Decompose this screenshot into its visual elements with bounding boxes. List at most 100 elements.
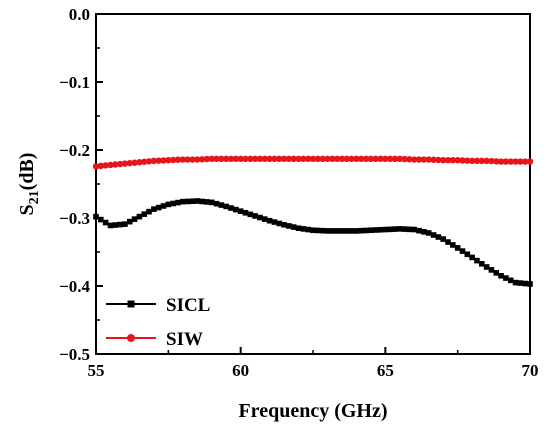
data-point-sicl — [469, 254, 475, 261]
data-point-siw — [285, 155, 293, 163]
data-point-sicl — [93, 213, 99, 220]
data-point-siw — [165, 157, 172, 164]
data-point-siw — [300, 155, 307, 163]
data-point-siw — [386, 155, 394, 163]
data-point-siw — [502, 158, 510, 165]
data-point-sicl — [131, 216, 138, 222]
data-point-siw — [382, 155, 389, 163]
data-point-sicl — [247, 211, 254, 218]
data-point-siw — [237, 155, 244, 163]
y-tick-label: −0.3 — [59, 209, 90, 228]
data-point-sicl — [454, 245, 461, 251]
data-point-sicl — [450, 242, 456, 248]
data-point-sicl — [324, 228, 331, 234]
data-point-siw — [391, 155, 399, 163]
data-point-sicl — [155, 204, 162, 211]
data-point-siw — [184, 156, 191, 163]
data-point-sicl — [425, 230, 432, 236]
data-point-sicl — [377, 226, 384, 233]
data-point-sicl — [107, 222, 114, 229]
data-point-siw — [116, 160, 124, 168]
data-point-sicl — [189, 198, 196, 205]
data-point-siw — [464, 157, 471, 164]
data-point-siw — [112, 161, 119, 168]
data-point-siw — [406, 156, 413, 163]
data-point-sicl — [512, 279, 519, 286]
data-point-siw — [290, 155, 297, 163]
data-point-siw — [169, 156, 177, 164]
data-point-sicl — [151, 206, 157, 212]
data-point-siw — [198, 156, 206, 163]
data-point-siw — [526, 158, 534, 165]
data-point-siw — [174, 156, 182, 163]
data-point-sicl — [392, 226, 398, 232]
data-point-siw — [223, 155, 230, 163]
data-point-siw — [131, 159, 138, 166]
data-point-sicl — [160, 203, 167, 209]
data-point-siw — [358, 155, 365, 163]
data-point-sicl — [310, 227, 316, 234]
data-point-siw — [468, 157, 476, 165]
data-point-sicl — [483, 264, 490, 270]
data-point-siw — [396, 155, 403, 163]
data-point-siw — [160, 157, 167, 164]
data-point-sicl — [223, 203, 229, 210]
data-point-siw — [304, 155, 312, 163]
y-axis-title-sub: 21 — [27, 190, 42, 204]
data-point-siw — [218, 155, 225, 163]
data-point-siw — [493, 158, 500, 165]
data-point-siw — [329, 155, 336, 163]
data-point-sicl — [503, 275, 509, 281]
data-point-sicl — [122, 221, 128, 227]
series-layer — [92, 155, 534, 287]
data-point-siw — [454, 157, 461, 164]
data-point-siw — [425, 156, 432, 163]
data-point-sicl — [348, 228, 355, 234]
data-point-sicl — [126, 218, 133, 225]
data-point-siw — [319, 155, 326, 163]
data-point-sicl — [261, 216, 268, 222]
data-point-siw — [353, 155, 360, 163]
data-point-siw — [194, 156, 201, 163]
data-point-sicl — [237, 208, 244, 214]
x-tick-label: 55 — [88, 361, 105, 380]
x-tick-label: 60 — [232, 361, 249, 380]
data-point-siw — [367, 155, 375, 163]
data-point-sicl — [165, 201, 172, 208]
data-point-sicl — [416, 227, 422, 234]
data-point-sicl — [401, 226, 408, 232]
data-point-sicl — [363, 227, 369, 234]
data-point-siw — [102, 162, 109, 169]
data-point-sicl — [117, 221, 123, 228]
data-point-sicl — [112, 222, 119, 228]
data-point-sicl — [474, 257, 480, 264]
data-point-sicl — [208, 199, 215, 206]
data-point-sicl — [440, 236, 446, 242]
data-point-sicl — [228, 205, 234, 211]
y-axis-title-main: S — [16, 204, 38, 215]
data-point-sicl — [136, 213, 143, 220]
data-point-sicl — [175, 199, 181, 206]
series-line-sicl — [95, 199, 531, 285]
data-point-sicl — [464, 251, 471, 258]
data-point-siw — [497, 158, 505, 165]
data-point-siw — [141, 158, 148, 165]
data-point-siw — [440, 157, 447, 164]
data-point-sicl — [411, 226, 418, 233]
data-point-siw — [444, 157, 452, 164]
data-point-siw — [401, 155, 408, 163]
data-point-siw — [521, 158, 529, 165]
data-point-sicl — [406, 226, 413, 233]
data-point-sicl — [358, 227, 365, 234]
data-point-siw — [459, 157, 466, 164]
plot-area — [95, 13, 531, 355]
data-point-sicl — [204, 199, 210, 205]
y-tick-label: −0.1 — [59, 73, 90, 92]
data-point-siw — [92, 163, 100, 170]
data-point-siw — [179, 156, 186, 163]
data-point-siw — [488, 157, 495, 165]
data-point-sicl — [102, 219, 109, 226]
x-tick-label: 65 — [377, 361, 394, 380]
data-point-sicl — [286, 223, 292, 229]
